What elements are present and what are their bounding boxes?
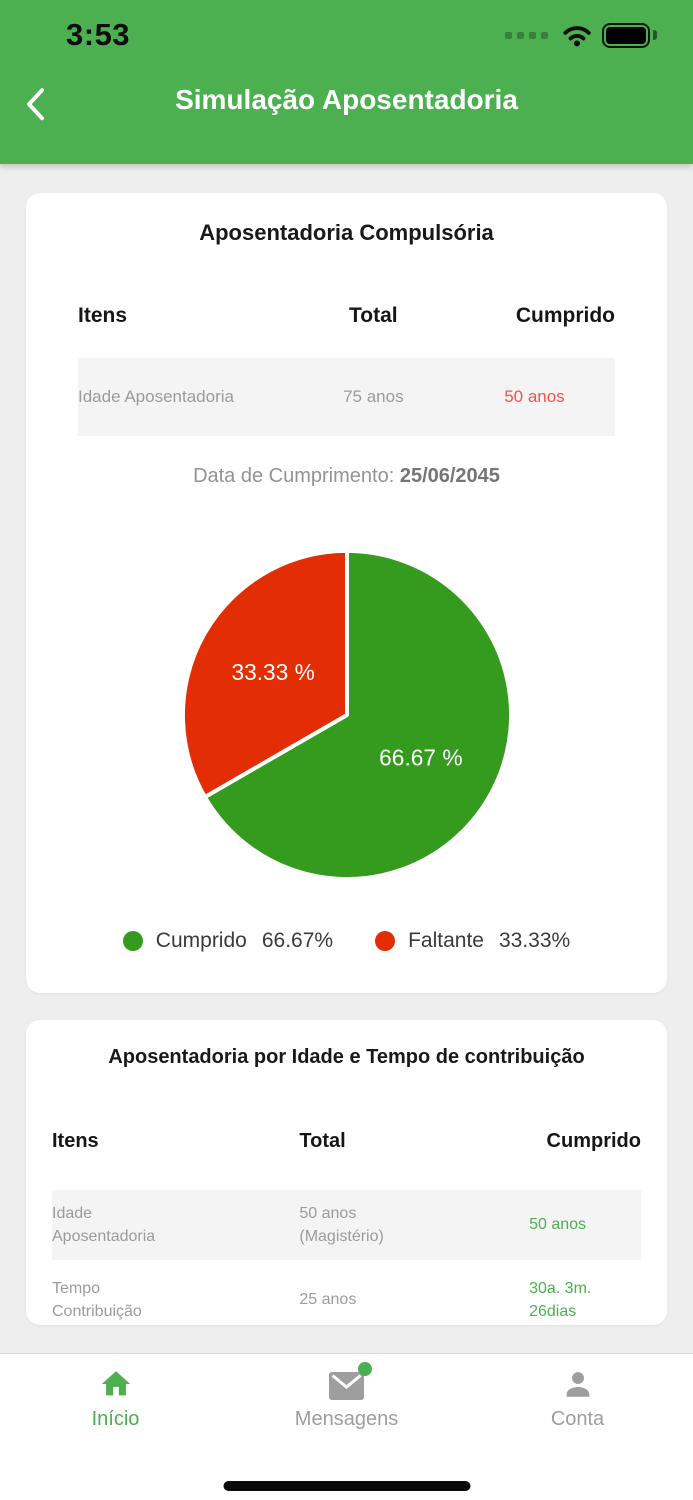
column-header-itens: Itens — [52, 1129, 99, 1152]
home-indicator — [223, 1481, 470, 1491]
fulfillment-date-label: Data de Cumprimento: — [193, 465, 400, 487]
notification-badge — [358, 1362, 372, 1376]
back-button[interactable] — [22, 84, 56, 124]
pie-chart: 66.67 % 33.33 % — [177, 547, 517, 883]
wifi-icon — [559, 19, 595, 52]
table-header-row: Itens Total Cumprido — [78, 302, 615, 330]
cell-cumprido: 50 anos — [529, 1216, 587, 1234]
cellular-signal-icon — [505, 31, 548, 39]
column-header-total: Total — [299, 1129, 346, 1152]
person-icon — [561, 1367, 595, 1401]
pie-data-label: 66.67 % — [379, 745, 462, 771]
tab-mensagens[interactable]: Mensagens — [231, 1354, 462, 1500]
fulfillment-date: Data de Cumprimento: 25/06/2045 — [78, 465, 615, 489]
column-header-cumprido: Cumprido — [515, 304, 615, 327]
fulfillment-date-value: 25/06/2045 — [399, 465, 500, 487]
cell-item: Idade Aposentadoria — [52, 1204, 156, 1245]
legend-value: 66.67% — [261, 929, 334, 952]
table-row: Tempo Contribuição 25 anos 30a. 3m. 26di… — [52, 1260, 641, 1325]
tab-conta[interactable]: Conta — [462, 1354, 693, 1500]
status-icons — [505, 19, 657, 52]
column-header-itens: Itens — [78, 304, 128, 327]
nav-bar: Simulação Aposentadoria — [0, 54, 693, 164]
legend-item-faltante: Faltante 33.33% — [375, 929, 570, 953]
tab-inicio[interactable]: Início — [0, 1354, 231, 1500]
battery-icon — [602, 22, 650, 48]
card-title: Aposentadoria Compulsória — [199, 220, 494, 245]
card-aposentadoria-compulsoria: Aposentadoria Compulsória Itens Total Cu… — [26, 193, 667, 993]
table-row: Idade Aposentadoria 50 anos (Magistério)… — [52, 1190, 641, 1260]
legend-value: 33.33% — [498, 929, 571, 952]
tab-label: Conta — [550, 1408, 605, 1430]
card-title: Aposentadoria por Idade e Tempo de contr… — [108, 1046, 585, 1068]
column-header-total: Total — [349, 304, 398, 327]
bottom-tab-bar: Início Mensagens Conta — [0, 1353, 693, 1500]
card-aposentadoria-idade-tempo: Aposentadoria por Idade e Tempo de contr… — [26, 1020, 667, 1325]
legend-label: Faltante — [408, 929, 484, 952]
cell-cumprido: 30a. 3m. 26dias — [529, 1279, 592, 1320]
chart-legend: Cumprido 66.67% Faltante 33.33% — [78, 928, 615, 954]
cell-total: 50 anos (Magistério) — [299, 1204, 384, 1245]
cell-item: Idade Aposentadoria — [78, 387, 234, 406]
chevron-left-icon — [27, 88, 44, 121]
app-header: 3:53 Simulação Aposentadoria — [0, 0, 693, 164]
column-header-cumprido: Cumprido — [546, 1129, 641, 1152]
cell-item: Tempo Contribuição — [52, 1279, 142, 1320]
pie-chart-svg: 66.67 % 33.33 % — [180, 548, 513, 882]
pie-slice-faltante — [180, 548, 349, 799]
legend-dot-green — [122, 931, 143, 951]
cell-cumprido: 50 anos — [504, 387, 565, 406]
cell-total: 75 anos — [343, 387, 404, 406]
tab-label: Início — [91, 1408, 140, 1430]
status-bar: 3:53 — [0, 0, 693, 54]
envelope-icon — [328, 1362, 372, 1401]
table-row: Idade Aposentadoria 75 anos 50 anos — [78, 358, 615, 436]
table-header-row: Itens Total Cumprido — [52, 1127, 641, 1155]
pie-slice-cumprido — [202, 548, 513, 882]
pie-data-label: 33.33 % — [231, 659, 314, 685]
legend-item-cumprido: Cumprido 66.67% — [122, 929, 334, 953]
battery-nub — [653, 30, 657, 40]
legend-label: Cumprido — [155, 929, 247, 952]
cell-total: 25 anos — [299, 1291, 357, 1309]
home-icon — [99, 1367, 133, 1401]
status-time: 3:53 — [66, 17, 131, 52]
page-title: Simulação Aposentadoria — [175, 84, 518, 115]
legend-dot-red — [375, 931, 396, 951]
tab-label: Mensagens — [294, 1408, 399, 1430]
